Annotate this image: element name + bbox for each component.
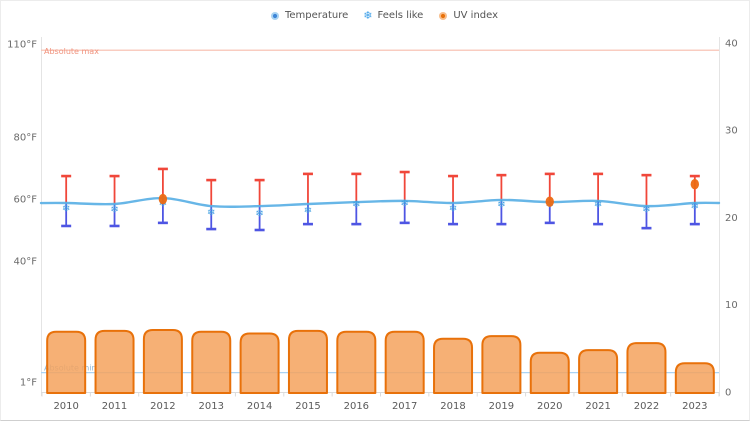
left-axis-tick-label: 1°F — [20, 377, 37, 388]
uv-marker-2023[interactable] — [690, 179, 700, 190]
temperature-dot-icon — [270, 11, 280, 21]
left-axis-tick-label: 80°F — [14, 133, 38, 144]
left-axis-tick-label: 40°F — [14, 257, 38, 268]
chart-legend: Temperature ❄ Feels like UV index — [19, 10, 749, 21]
uv-bar-2020[interactable] — [529, 351, 570, 394]
temperature-line[interactable] — [39, 196, 721, 209]
right-axis-tick-label: 0 — [725, 388, 731, 399]
uv-marker-2012[interactable] — [158, 193, 168, 205]
legend-item-temperature[interactable]: Temperature — [270, 10, 348, 21]
uv-bar-2015[interactable] — [287, 329, 328, 394]
x-axis-tick-label: 2011 — [102, 401, 127, 412]
uv-bar-2016[interactable] — [336, 330, 377, 394]
feels-like-marker-2010[interactable]: ❄ — [62, 203, 70, 214]
uv-bar-2011[interactable] — [94, 329, 135, 394]
feels-like-marker-2016[interactable]: ❄ — [352, 199, 360, 210]
uv-bar-2010[interactable] — [46, 330, 87, 394]
feels-like-marker-2021[interactable]: ❄ — [594, 199, 602, 210]
legend-label-uv-index: UV index — [453, 10, 499, 21]
right-axis-tick-label: 40 — [725, 38, 738, 49]
x-axis-tick-label: 2020 — [537, 401, 562, 412]
uv-bar-2014[interactable] — [239, 332, 280, 394]
x-axis-tick-label: 2018 — [440, 401, 465, 412]
right-axis-tick-label: 10 — [725, 300, 738, 311]
x-axis-tick-label: 2017 — [392, 401, 417, 412]
uv-bar-2023[interactable] — [674, 362, 715, 394]
uv-bar-2022[interactable] — [626, 342, 667, 394]
feels-like-marker-2017[interactable]: ❄ — [400, 199, 408, 210]
uv-bar-2021[interactable] — [578, 349, 619, 394]
x-axis-tick-label: 2014 — [247, 401, 272, 412]
x-axis-tick-label: 2016 — [344, 401, 369, 412]
x-axis-tick-label: 2022 — [634, 401, 659, 412]
x-axis-tick-label: 2013 — [199, 401, 224, 412]
x-axis-tick-label: 2023 — [682, 401, 707, 412]
legend-item-uv-index[interactable]: UV index — [438, 10, 498, 21]
feels-like-marker-2022[interactable]: ❄ — [642, 204, 650, 215]
x-axis-tick-label: 2012 — [150, 401, 175, 412]
left-axis-tick-label: 110°F — [7, 40, 37, 51]
uv-marker-2020[interactable] — [545, 196, 554, 207]
x-axis-tick-label: 2015 — [295, 401, 320, 412]
feels-like-marker-2013[interactable]: ❄ — [207, 208, 215, 219]
uv-bar-2017[interactable] — [384, 330, 425, 394]
feels-like-marker-2023[interactable]: ❄ — [691, 202, 699, 213]
uv-bar-2013[interactable] — [191, 330, 232, 394]
x-axis-tick-label: 2019 — [489, 401, 514, 412]
feels-like-marker-2018[interactable]: ❄ — [449, 203, 457, 214]
left-axis-tick-label: 60°F — [14, 195, 38, 206]
right-axis-tick-label: 30 — [725, 126, 738, 137]
uv-bar-2018[interactable] — [433, 337, 474, 394]
uv-dot-icon — [438, 11, 448, 21]
uv-bar-2012[interactable] — [142, 329, 183, 394]
legend-item-feels-like[interactable]: ❄ Feels like — [363, 8, 424, 22]
feels-like-marker-2019[interactable]: ❄ — [497, 199, 505, 210]
feels-like-marker-2011[interactable]: ❄ — [110, 204, 118, 215]
absolute-max-label: Absolute max — [44, 47, 99, 56]
uv-bar-2019[interactable] — [481, 335, 522, 394]
legend-label-temperature: Temperature — [284, 10, 349, 21]
x-axis-tick-label: 2021 — [585, 401, 610, 412]
feels-like-marker-2015[interactable]: ❄ — [304, 205, 312, 216]
feels-like-marker-2014[interactable]: ❄ — [255, 208, 263, 219]
x-axis-tick-label: 2010 — [53, 401, 78, 412]
right-axis-tick-label: 20 — [725, 213, 738, 224]
legend-label-feels-like: Feels like — [377, 10, 424, 21]
